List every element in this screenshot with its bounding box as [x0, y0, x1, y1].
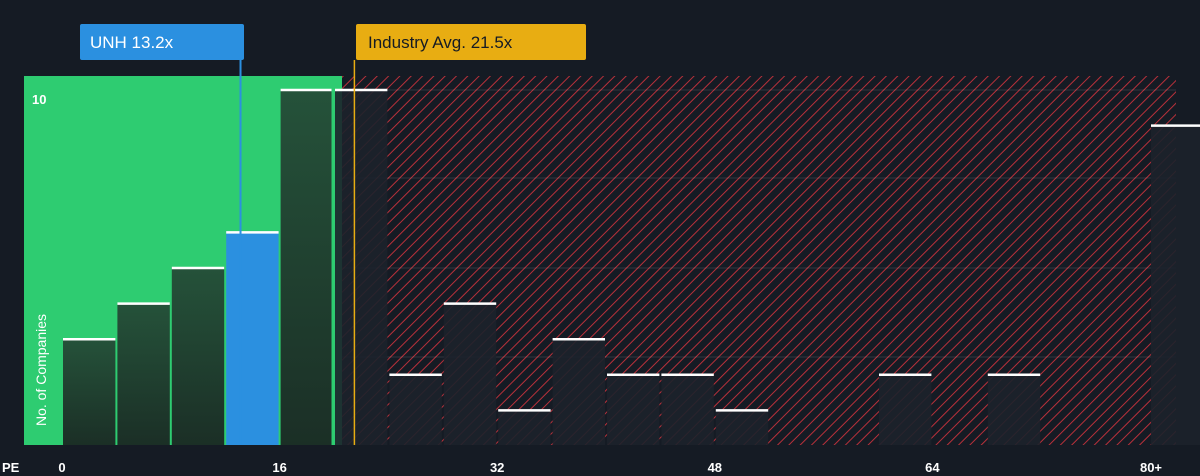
x-tick-labels: 0 16 32 48 64 80+ — [58, 460, 1162, 475]
industry-callout: Industry Avg. 21.5x — [356, 24, 586, 60]
industry-label: Industry Avg. 21.5x — [368, 33, 513, 52]
y-tick-label: 10 — [32, 92, 46, 107]
histogram-bars — [63, 88, 1200, 445]
histogram-bar — [552, 338, 605, 445]
x-tick-label: 32 — [490, 460, 504, 475]
histogram-bar — [171, 267, 225, 445]
x-tick-label: 48 — [708, 460, 722, 475]
x-axis-label: PE — [2, 460, 20, 475]
histogram-bar — [280, 89, 333, 445]
y-axis-label: No. of Companies — [33, 314, 49, 426]
histogram-bar — [335, 89, 388, 445]
histogram-bar — [879, 373, 932, 445]
x-tick-label: 80+ — [1140, 460, 1162, 475]
histogram-bar — [987, 373, 1041, 445]
histogram-bar — [498, 409, 551, 445]
industry-label-box — [356, 24, 586, 60]
histogram-bar — [607, 373, 660, 445]
x-tick-label: 0 — [58, 460, 65, 475]
x-tick-label: 64 — [925, 460, 940, 475]
company-label: UNH 13.2x — [90, 33, 174, 52]
histogram-bar — [389, 373, 442, 445]
histogram-bar — [661, 373, 714, 445]
histogram-bar — [63, 338, 116, 445]
histogram-bar — [226, 231, 279, 445]
company-callout: UNH 13.2x — [80, 24, 244, 60]
histogram-bar — [443, 302, 497, 445]
histogram-bar — [117, 302, 170, 445]
x-tick-label: 16 — [272, 460, 286, 475]
histogram-bar — [1151, 124, 1200, 445]
company-label-box — [80, 24, 244, 60]
histogram-bar — [715, 409, 769, 445]
value-markers — [239, 60, 356, 445]
